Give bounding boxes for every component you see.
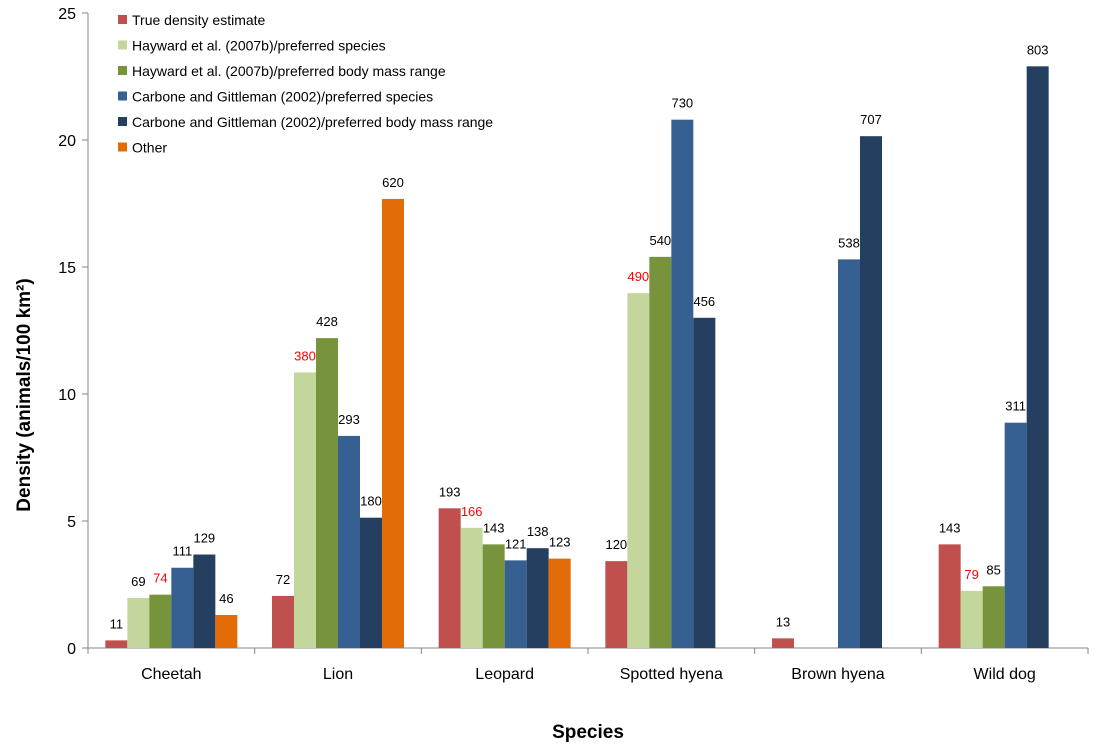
- data-label: 143: [939, 520, 961, 535]
- category-label: Cheetah: [141, 666, 202, 683]
- bar: [193, 554, 216, 648]
- y-tick-label: 25: [58, 6, 76, 23]
- y-tick-label: 5: [67, 514, 76, 531]
- bar: [1026, 66, 1049, 649]
- y-tick-label: 15: [58, 260, 76, 277]
- data-label: 538: [838, 235, 860, 250]
- data-label: 74: [153, 571, 167, 586]
- bar: [105, 640, 128, 648]
- bar: [960, 590, 983, 648]
- legend-label: Carbone and Gittleman (2002)/preferred s…: [132, 89, 433, 105]
- bar: [671, 119, 694, 649]
- legend-swatch: [118, 117, 127, 126]
- legend-swatch: [118, 15, 127, 24]
- y-tick-label: 0: [67, 641, 76, 658]
- category-label: Leopard: [475, 666, 534, 683]
- bar: [149, 594, 172, 648]
- data-label: 11: [110, 616, 124, 631]
- data-label: 803: [1027, 42, 1049, 57]
- data-label: 380: [294, 348, 316, 363]
- data-label: 120: [605, 537, 627, 552]
- data-label: 490: [627, 269, 649, 284]
- data-label: 72: [276, 572, 290, 587]
- data-label: 121: [505, 536, 527, 551]
- category-label: Lion: [323, 666, 353, 683]
- legend: True density estimate Hayward et al. (200…: [118, 12, 493, 156]
- category-label: Wild dog: [974, 666, 1036, 683]
- data-label: 293: [338, 412, 360, 427]
- data-label: 111: [172, 544, 192, 559]
- bar: [438, 508, 461, 648]
- bar: [382, 198, 404, 649]
- data-label: 46: [219, 591, 233, 606]
- data-label: 620: [382, 175, 404, 190]
- data-label: 166: [461, 504, 483, 519]
- category-label: Brown hyena: [791, 666, 884, 683]
- data-label: 138: [527, 524, 549, 539]
- bar: [627, 293, 650, 648]
- bar: [482, 544, 505, 648]
- data-label: 123: [549, 535, 571, 550]
- data-label: 707: [860, 112, 882, 127]
- data-label: 428: [316, 314, 338, 329]
- legend-swatch: [118, 40, 127, 50]
- data-label: 193: [439, 484, 461, 499]
- data-label: 69: [131, 574, 145, 589]
- bar: [272, 595, 294, 648]
- data-label: 79: [964, 567, 978, 582]
- x-axis-title: Species: [552, 722, 624, 743]
- y-tick-label: 20: [58, 133, 76, 150]
- bar: [127, 597, 150, 648]
- bar: [360, 517, 382, 648]
- bar: [1004, 422, 1027, 648]
- data-label: 13: [776, 614, 790, 629]
- bar: [504, 560, 527, 648]
- bar: [548, 558, 571, 648]
- data-label: 540: [649, 233, 671, 248]
- y-axis: 0 5 10 15 20 25: [58, 6, 89, 658]
- bar: [693, 317, 716, 648]
- data-label: 180: [360, 494, 382, 509]
- bar: [938, 544, 961, 648]
- bar: [171, 567, 194, 648]
- bar: [649, 256, 672, 648]
- bar: [338, 435, 360, 648]
- data-label: 730: [671, 96, 693, 111]
- bar: [605, 561, 628, 648]
- data-label: 143: [483, 520, 505, 535]
- bar: [526, 548, 549, 648]
- legend-label: True density estimate: [132, 12, 266, 28]
- legend-swatch: [118, 66, 127, 75]
- bar: [316, 338, 338, 648]
- legend-swatch: [118, 91, 127, 101]
- data-label: 129: [193, 531, 215, 546]
- legend-label: Carbone and Gittleman (2002)/preferred b…: [132, 114, 493, 130]
- bar: [460, 527, 483, 648]
- legend-swatch: [118, 142, 127, 152]
- data-label: 311: [1005, 399, 1026, 414]
- bar: [772, 638, 794, 648]
- bar: [215, 614, 238, 648]
- legend-label: Hayward et al. (2007b)/preferred body ma…: [132, 63, 446, 79]
- bars: [105, 66, 1049, 649]
- x-axis: Cheetah Lion Leopard Spotted hyena Brown hye…: [87, 647, 1089, 683]
- y-axis-title: Density (animals/100 km²): [14, 278, 35, 511]
- bar: [860, 136, 882, 648]
- y-tick-label: 10: [58, 387, 76, 404]
- bar: [838, 259, 860, 648]
- legend-label: Other: [132, 140, 167, 156]
- data-label: 85: [986, 562, 1000, 577]
- bar: [982, 586, 1005, 648]
- data-label: 456: [693, 294, 715, 309]
- category-label: Spotted hyena: [620, 666, 723, 683]
- legend-label: Hayward et al. (2007b)/preferred species: [132, 38, 386, 54]
- bar: [294, 372, 316, 648]
